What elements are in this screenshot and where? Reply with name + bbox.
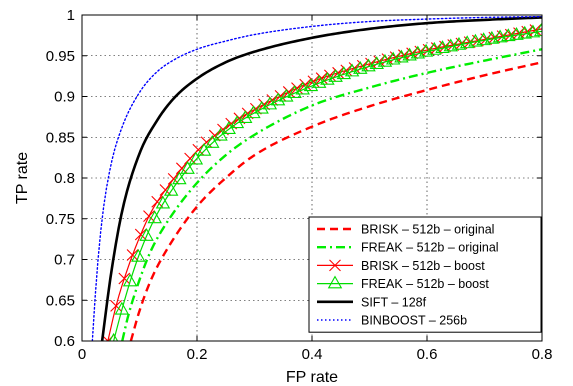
series-4-marker <box>155 195 171 209</box>
series-4-marker <box>443 38 458 52</box>
series-4-marker <box>435 40 450 54</box>
y-tick-label: 0.7 <box>54 252 75 269</box>
y-tick-label: 1 <box>67 7 75 24</box>
axis-ticks: 0 0.2 0.4 0.6 0.8 0.6 0.65 0.7 0.75 0.8 0.85 0.9 0.9… <box>46 7 553 363</box>
y-tick-label: 0.8 <box>54 170 75 187</box>
series-4-marker <box>180 161 195 174</box>
series-4-marker <box>109 332 119 341</box>
series-4-marker <box>525 24 541 38</box>
series-4-marker <box>418 43 434 57</box>
series-4-marker <box>147 210 162 224</box>
series-4-marker <box>427 41 442 55</box>
series-layer <box>91 15 542 341</box>
series-5-line <box>100 16 542 341</box>
series-3-marker <box>332 66 344 79</box>
series-4-marker <box>517 25 532 39</box>
series-3-marker <box>134 228 147 241</box>
y-tick-label: 0.65 <box>46 292 75 309</box>
series-4-marker <box>501 28 516 42</box>
series-3-marker <box>126 249 139 261</box>
x-tick-label: 0.8 <box>532 346 553 363</box>
series-3-marker <box>118 272 131 285</box>
series-4-marker <box>369 56 384 69</box>
series-4-marker <box>509 27 524 40</box>
series-3-marker <box>315 72 328 85</box>
series-4-marker <box>114 301 130 315</box>
series-3-marker <box>151 195 164 208</box>
legend-box <box>308 216 542 333</box>
series-4-marker <box>172 171 187 185</box>
series-4-marker <box>451 36 467 50</box>
x-tick-label: 0.2 <box>187 346 208 363</box>
y-axis-label: TP rate <box>14 152 31 204</box>
legend-marker <box>327 275 343 289</box>
series-3-marker <box>323 69 336 82</box>
y-tick-label: 0.9 <box>54 89 75 106</box>
series-4-marker <box>484 30 500 44</box>
legend-label: FREAK – 512b – original <box>361 241 499 255</box>
series-3-marker <box>291 82 303 95</box>
series-3-marker <box>299 78 312 91</box>
series-4-marker <box>533 23 542 37</box>
series-4-marker <box>385 51 401 65</box>
y-tick-label: 0.95 <box>46 48 75 65</box>
legend-label: BRISK – 512b – boost <box>361 259 485 273</box>
series-4-marker <box>377 53 393 67</box>
x-tick-label: 0.6 <box>417 346 438 363</box>
x-axis-label: FP rate <box>286 369 338 386</box>
series-4-marker <box>139 227 154 241</box>
series-4-marker <box>459 35 475 49</box>
series-4-marker <box>394 49 409 63</box>
series-4-marker <box>205 134 220 148</box>
series-4-marker <box>476 32 491 46</box>
series-1-line <box>129 61 542 341</box>
series-3-marker <box>110 299 122 312</box>
legend-marker <box>329 259 341 272</box>
legend-label: BINBOOST – 256b <box>361 314 467 328</box>
legend-label: SIFT – 128f <box>361 295 427 309</box>
y-tick-label: 0.75 <box>46 211 75 228</box>
series-3-marker <box>274 89 287 102</box>
series-4-marker <box>492 29 508 43</box>
series-4-marker <box>402 47 417 61</box>
series-4-marker <box>237 110 253 123</box>
legend-label: BRISK – 512b – original <box>361 223 494 237</box>
series-3-marker <box>282 86 295 98</box>
legend: BRISK – 512b – original FREAK – 512b – or… <box>308 216 542 333</box>
x-tick-label: 0.4 <box>302 346 323 363</box>
series-4-marker <box>188 151 204 165</box>
series-2-line <box>121 48 542 341</box>
series-4-marker <box>196 142 212 156</box>
series-3-marker <box>143 210 155 223</box>
series-4-marker <box>131 248 146 262</box>
series-4-marker <box>410 45 426 59</box>
x-tick-label: 0 <box>78 346 86 363</box>
series-4-marker <box>468 33 483 47</box>
series-4-marker <box>213 127 228 141</box>
legend-label: FREAK – 512b – boost <box>361 277 489 291</box>
series-6-line <box>91 15 542 341</box>
series-4-marker <box>163 182 179 196</box>
y-tick-label: 0.85 <box>46 129 75 146</box>
series-3-marker <box>307 75 320 88</box>
series-4-marker <box>122 273 138 287</box>
y-tick-label: 0.6 <box>54 333 75 350</box>
series-3-marker <box>340 64 353 77</box>
